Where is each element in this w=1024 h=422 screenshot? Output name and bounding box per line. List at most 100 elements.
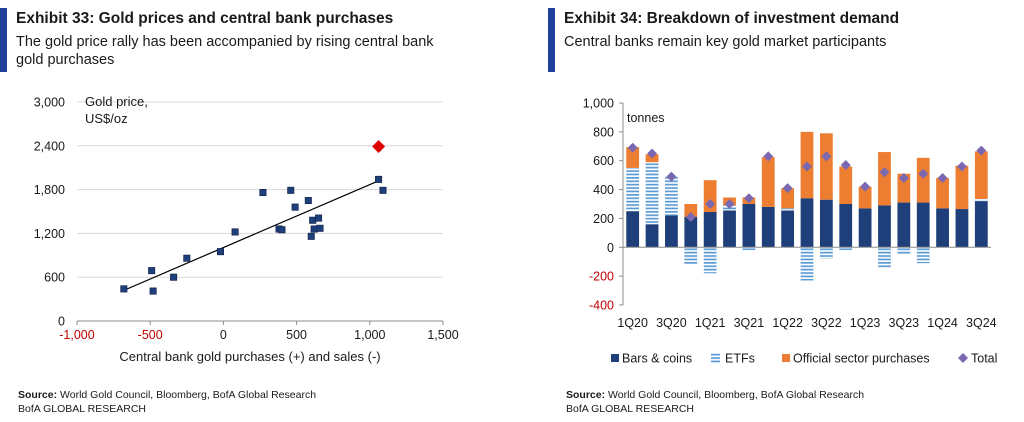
bar-segment (858, 186, 872, 209)
total-marker (802, 161, 812, 172)
scatter-point (183, 254, 191, 262)
scatter-point (231, 228, 239, 236)
bar-segment (897, 202, 911, 248)
x-tick-label: 1Q24 (927, 316, 958, 330)
total-marker (860, 181, 871, 192)
bar-segment (819, 199, 833, 248)
legend-label: ETFs (725, 352, 755, 366)
bar-segment (974, 151, 988, 199)
scatter-point (259, 189, 267, 197)
scatter-point (310, 225, 318, 233)
x-tick-label: 0 (220, 328, 227, 342)
total-marker (898, 173, 909, 184)
accent-bar (548, 8, 555, 72)
bar-segment (626, 147, 640, 168)
total-marker (879, 167, 890, 178)
legend-label: Official sector purchases (793, 352, 930, 366)
bar-segment (916, 202, 930, 248)
bar-segment (974, 201, 988, 248)
total-marker (724, 199, 735, 209)
legend-swatch (711, 353, 720, 363)
bar-segment (858, 208, 872, 248)
scatter-point (148, 267, 156, 275)
total-marker (918, 168, 929, 179)
total-marker (821, 151, 832, 162)
x-tick-label: 3Q20 (656, 316, 687, 330)
y-tick-label: 600 (593, 154, 614, 168)
x-tick-label: 1,500 (427, 328, 458, 342)
bar-segment (955, 165, 969, 210)
legend-label: Bars & coins (622, 352, 692, 366)
bar-segment (703, 247, 717, 274)
x-tick-label: -500 (138, 328, 163, 342)
bar-segment (897, 173, 911, 203)
x-tick-label: 1,000 (354, 328, 385, 342)
bar-segment (878, 247, 891, 268)
y-tick-label: -400 (589, 299, 614, 313)
total-marker (705, 199, 716, 209)
source-text: World Gold Council, Bloomberg, BofA Glob… (60, 389, 317, 401)
scatter-chart: 0 600 1,200 1,800 2,400 3,000 -1,000 -500 0 500 1,… (34, 94, 459, 364)
y-tick-label: 600 (44, 271, 65, 285)
bar-segment (936, 178, 949, 209)
scatter-point (315, 214, 323, 222)
bar-segment (819, 247, 833, 259)
y-axis-label: Gold price, (85, 94, 148, 109)
x-tick-label: 3Q24 (966, 316, 997, 330)
bar-segment (742, 247, 756, 251)
x-axis-label: Central bank gold purchases (+) and sale… (119, 349, 380, 364)
source-text: World Gold Council, Bloomberg, BofA Glob… (608, 389, 865, 401)
bar-segment (955, 209, 969, 248)
bar-segment (703, 211, 717, 248)
exhibit-34-panel: Exhibit 34: Breakdown of investment dema… (548, 0, 1024, 422)
bar-segment (839, 247, 853, 251)
y-tick-label: 1,800 (34, 183, 65, 197)
bar-segment (781, 208, 795, 211)
chart-source: Source: World Gold Council, Bloomberg, B… (566, 388, 864, 402)
scatter-point (307, 232, 315, 240)
total-marker (956, 161, 967, 172)
exhibit-subtitle: Central banks remain key gold market par… (564, 34, 887, 50)
total-marker (840, 160, 851, 171)
bar-segment (761, 157, 775, 207)
scatter-point (291, 203, 299, 211)
scatter-point (278, 226, 286, 234)
total-marker (685, 211, 696, 222)
total-marker (627, 142, 638, 153)
bar-segment (684, 216, 698, 248)
bar-segment (916, 247, 930, 264)
scatter-point (375, 175, 383, 183)
bar-segment (878, 152, 891, 206)
bar-segment (665, 215, 678, 248)
bar-segment (626, 167, 640, 212)
scatter-point (379, 186, 387, 194)
x-tick-label: 1Q22 (772, 316, 803, 330)
x-tick-label: 500 (286, 328, 307, 342)
x-tick-label: 1Q23 (850, 316, 881, 330)
total-marker (743, 193, 754, 204)
bar-segment (897, 247, 911, 255)
legend-swatch (958, 353, 968, 363)
total-marker (782, 183, 793, 194)
bar-segment (839, 166, 853, 204)
scatter-point (316, 224, 324, 232)
x-tick-label: 1Q21 (695, 316, 726, 330)
y-tick-label: 3,000 (34, 96, 65, 110)
bar-segment (839, 204, 853, 248)
scatter-point (216, 248, 224, 256)
y-tick-label: 400 (593, 183, 614, 197)
exhibit-33-panel: Exhibit 33: Gold prices and central bank… (0, 0, 500, 422)
stacked-bar-chart: -400 -200 0 200 400 600 800 1,000 tonnes 1Q20 3Q20… (583, 97, 998, 366)
y-tick-label: -200 (589, 270, 614, 284)
scatter-point (120, 285, 128, 293)
bar-segment (665, 176, 678, 216)
trend-line (123, 180, 379, 291)
bar-segment (916, 157, 930, 203)
x-tick-label: 3Q23 (889, 316, 920, 330)
x-tick-label: 3Q22 (811, 316, 842, 330)
y-tick-label: 1,000 (583, 97, 614, 111)
org-label: BofA GLOBAL RESEARCH (18, 403, 146, 415)
bar-segment (684, 204, 698, 217)
y-axis-label: US$/oz (85, 111, 128, 126)
source-label: Source: (18, 389, 58, 401)
